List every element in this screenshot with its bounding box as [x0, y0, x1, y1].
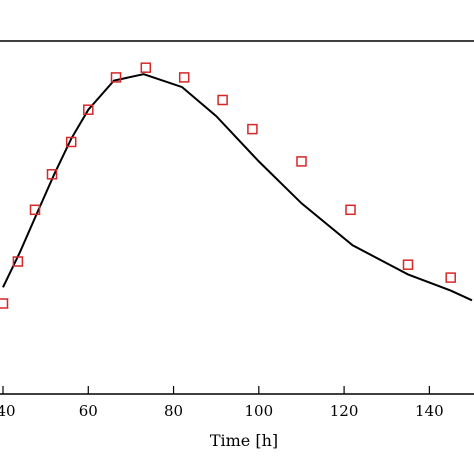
x-axis-title: Time [h]	[210, 431, 278, 450]
data-point-8	[178, 72, 190, 83]
model-curve	[2, 73, 473, 302]
data-point-13	[402, 259, 414, 270]
data-point-7	[140, 62, 152, 73]
data-point-5	[83, 104, 94, 115]
data-point-12	[345, 204, 356, 216]
data-point-2	[29, 204, 41, 216]
data-point-10	[247, 123, 258, 135]
data-point-4	[65, 136, 77, 148]
data-point-6	[110, 72, 122, 83]
data-point-0	[0, 298, 9, 309]
data-point-11	[296, 156, 307, 167]
data-point-14	[445, 272, 456, 283]
data-point-1	[12, 256, 24, 267]
data-point-9	[217, 94, 228, 106]
x-tick-label-140: 140	[415, 402, 444, 420]
x-tick-label-60: 60	[79, 402, 98, 420]
data-point-3	[46, 169, 58, 180]
x-tick-label-100: 100	[244, 402, 273, 420]
x-ticks: 40 60 80 100 120 140	[0, 386, 444, 420]
series-layer	[0, 62, 473, 309]
x-tick-label-120: 120	[330, 402, 359, 420]
x-tick-label-80: 80	[164, 402, 183, 420]
x-tick-label-40: 40	[0, 402, 16, 420]
